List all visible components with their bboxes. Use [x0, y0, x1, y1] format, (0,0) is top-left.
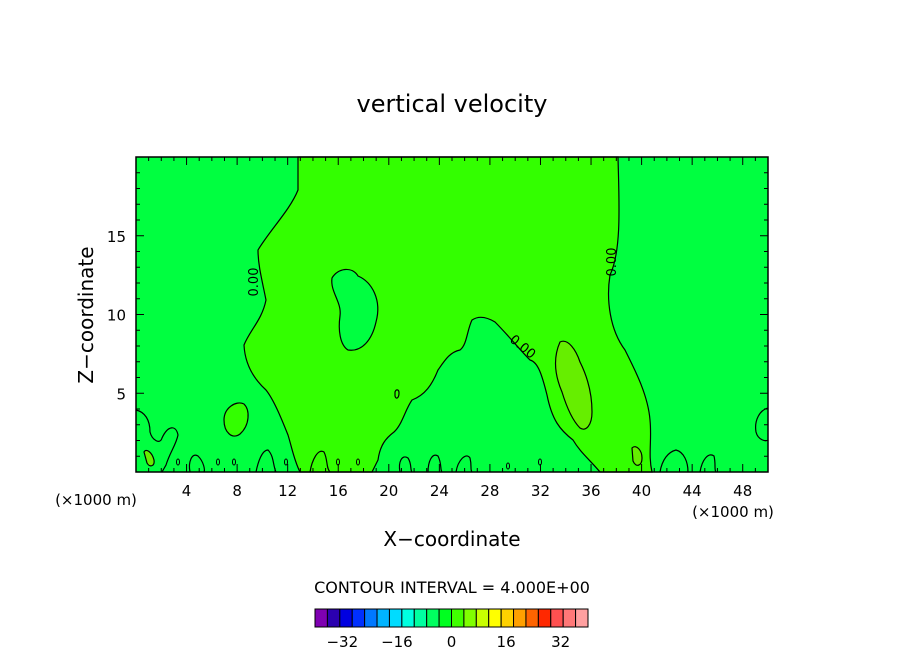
contour-region-positive: [243, 156, 653, 473]
y-tick-label: 15: [107, 228, 126, 246]
x-tick-label: 28: [480, 482, 499, 500]
contour-line: [455, 455, 473, 473]
contour-region-strong-positive: [554, 340, 593, 430]
contour-dot: [284, 458, 288, 466]
colorbar-swatch: [314, 608, 328, 628]
x-tick-label: 40: [632, 482, 651, 500]
colorbar-tick-label: 16: [497, 633, 516, 651]
contour-interval-label: CONTOUR INTERVAL = 4.000E+00: [314, 578, 590, 597]
contour-dot: [356, 458, 360, 466]
contour-line: [699, 454, 717, 473]
chart-title: vertical velocity: [357, 90, 548, 118]
colorbar-swatch: [463, 608, 477, 628]
colorbar-swatch: [401, 608, 415, 628]
x-tick-label: 32: [531, 482, 550, 500]
colorbar-tick-label: 0: [447, 633, 457, 651]
colorbar-swatch: [339, 608, 353, 628]
x-tick-label: 8: [232, 482, 242, 500]
colorbar-tick-label: −32: [326, 633, 358, 651]
colorbar-swatch: [537, 608, 552, 628]
contour-line: [188, 454, 205, 473]
colorbar-swatch: [326, 608, 341, 628]
contour-field: 0.000.000.00: [135, 156, 769, 473]
colorbar-tick-label: −16: [381, 633, 413, 651]
contour-label: 0.00: [247, 268, 262, 297]
x-tick-label: 36: [581, 482, 600, 500]
contour-label: 0.00: [605, 248, 620, 277]
x-tick-label: 12: [278, 482, 297, 500]
contour-line: [398, 456, 413, 473]
y-axis-label: Z−coordinate: [74, 246, 98, 383]
y-tick-label: 5: [116, 385, 126, 403]
x-unit-left: (×1000 m): [55, 491, 137, 509]
contour-small: [143, 449, 155, 467]
contour-dot: [232, 458, 236, 466]
contour-small: [394, 389, 400, 399]
colorbar-swatch: [413, 608, 428, 628]
colorbar-swatch: [500, 608, 515, 628]
colorbar-swatch: [364, 608, 378, 628]
x-tick-label: 48: [733, 482, 752, 500]
x-tick-label: 20: [379, 482, 398, 500]
x-tick-label: 24: [430, 482, 449, 500]
x-tick-label: 16: [329, 482, 348, 500]
contour-small: [223, 402, 249, 437]
colorbar-swatch: [550, 608, 564, 628]
contour-line: [427, 454, 443, 473]
colorbar-swatch: [376, 608, 390, 628]
colorbar-swatch: [575, 608, 589, 628]
colorbar-swatch: [438, 608, 453, 628]
contour-region-negative: [331, 268, 379, 351]
contour-small: [631, 446, 643, 466]
x-tick-label: 4: [182, 482, 192, 500]
colorbar-swatch: [388, 608, 403, 628]
colorbar-swatch: [475, 608, 490, 628]
contour-dot: [176, 458, 180, 466]
contour-line: [309, 450, 331, 473]
colorbar: −32 −16 0 16 32: [314, 608, 589, 651]
x-tick-label: 44: [683, 482, 702, 500]
colorbar-swatch: [562, 608, 577, 628]
colorbar-swatch: [351, 608, 366, 628]
contour-line: [659, 449, 689, 473]
contour-line: [135, 409, 179, 473]
x-unit-right: (×1000 m): [692, 503, 774, 521]
colorbar-swatch: [513, 608, 527, 628]
colorbar-swatch: [451, 608, 465, 628]
contour-dot: [216, 458, 220, 466]
y-tick-label: 10: [107, 307, 126, 325]
colorbar-swatch: [426, 608, 440, 628]
colorbar-swatch: [488, 608, 502, 628]
colorbar-tick-label: 32: [551, 633, 570, 651]
colorbar-swatch: [525, 608, 539, 628]
contour-dot: [506, 462, 510, 470]
contour-line: [255, 449, 277, 473]
x-axis-label: X−coordinate: [383, 527, 520, 551]
